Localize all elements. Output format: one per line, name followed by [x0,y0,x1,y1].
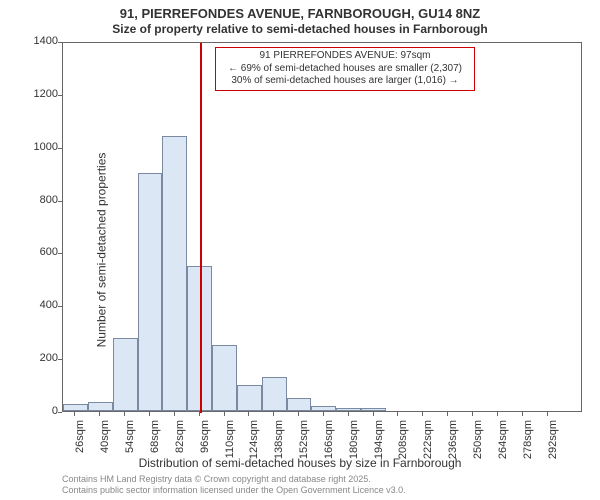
y-tick-mark [58,359,62,360]
y-tick-label: 1000 [6,141,58,153]
chart-container: 91, PIERREFONDES AVENUE, FARNBOROUGH, GU… [0,0,600,500]
chart-title: 91, PIERREFONDES AVENUE, FARNBOROUGH, GU… [0,6,600,21]
y-tick-mark [58,95,62,96]
x-tick-mark [522,412,523,416]
x-tick-mark [224,412,225,416]
histogram-bar [162,136,187,411]
histogram-bar [63,404,88,411]
y-tick-label: 200 [6,352,58,364]
x-tick-label: 180sqm [348,420,360,460]
x-tick-mark [273,412,274,416]
histogram-bar [138,173,163,411]
x-tick-mark [447,412,448,416]
annotation-line1: 91 PIERREFONDES AVENUE: 97sqm [220,50,470,63]
x-tick-label: 152sqm [298,420,310,460]
y-tick-mark [58,148,62,149]
histogram-bar [113,338,138,411]
x-tick-label: 124sqm [248,420,260,460]
x-tick-label: 166sqm [323,420,335,460]
x-tick-label: 82sqm [174,420,186,460]
histogram-bar [311,406,336,411]
footer-line1: Contains HM Land Registry data © Crown c… [62,474,406,485]
x-tick-label: 68sqm [149,420,161,460]
y-tick-label: 0 [6,405,58,417]
annotation-box: 91 PIERREFONDES AVENUE: 97sqm ← 69% of s… [215,47,475,91]
histogram-bar [88,402,113,411]
histogram-bar [212,345,237,411]
x-tick-mark [323,412,324,416]
y-tick-label: 400 [6,299,58,311]
annotation-line2: ← 69% of semi-detached houses are smalle… [220,63,470,76]
histogram-bar [237,385,262,411]
y-tick-label: 800 [6,194,58,206]
plot-area [62,42,582,412]
x-tick-label: 54sqm [124,420,136,460]
x-tick-mark [373,412,374,416]
x-tick-mark [199,412,200,416]
x-tick-label: 26sqm [74,420,86,460]
footer-line2: Contains public sector information licen… [62,485,406,496]
x-tick-mark [149,412,150,416]
x-tick-label: 40sqm [99,420,111,460]
y-tick-mark [58,42,62,43]
x-tick-mark [397,412,398,416]
x-tick-mark [124,412,125,416]
x-tick-label: 194sqm [373,420,385,460]
histogram-bar [361,408,386,411]
y-tick-label: 1400 [6,35,58,47]
x-tick-label: 278sqm [522,420,534,460]
footer: Contains HM Land Registry data © Crown c… [62,474,406,496]
y-tick-label: 600 [6,246,58,258]
x-tick-label: 208sqm [397,420,409,460]
x-tick-mark [74,412,75,416]
x-tick-mark [547,412,548,416]
x-tick-mark [472,412,473,416]
marker-line [200,43,202,413]
y-tick-mark [58,201,62,202]
x-axis-label: Distribution of semi-detached houses by … [0,456,600,470]
chart-subtitle: Size of property relative to semi-detach… [0,22,600,36]
x-tick-label: 236sqm [447,420,459,460]
histogram-bar [336,408,361,411]
histogram-bar [262,377,287,411]
x-tick-mark [348,412,349,416]
histogram-bar [287,398,312,411]
y-tick-mark [58,412,62,413]
x-tick-label: 222sqm [422,420,434,460]
x-tick-mark [422,412,423,416]
x-tick-label: 138sqm [273,420,285,460]
x-tick-label: 110sqm [224,420,236,460]
x-tick-mark [248,412,249,416]
x-tick-mark [298,412,299,416]
x-tick-mark [99,412,100,416]
x-tick-mark [174,412,175,416]
y-tick-label: 1200 [6,88,58,100]
x-tick-label: 264sqm [497,420,509,460]
y-tick-mark [58,306,62,307]
x-tick-label: 292sqm [547,420,559,460]
x-tick-label: 96sqm [199,420,211,460]
y-tick-mark [58,253,62,254]
x-tick-mark [497,412,498,416]
annotation-line3: 30% of semi-detached houses are larger (… [220,75,470,88]
x-tick-label: 250sqm [472,420,484,460]
